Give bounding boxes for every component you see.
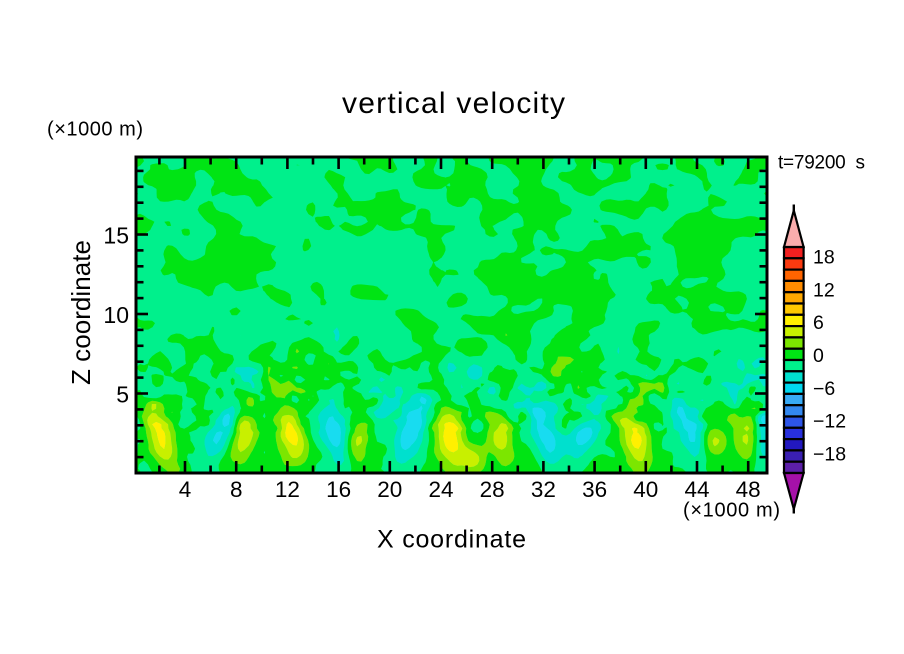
svg-text:X coordinate: X coordinate xyxy=(377,526,526,554)
svg-text:10: 10 xyxy=(103,302,129,328)
svg-text:44: 44 xyxy=(684,477,709,502)
svg-text:−6: −6 xyxy=(813,378,835,400)
svg-text:(×1000 m): (×1000 m) xyxy=(683,500,780,522)
svg-text:−18: −18 xyxy=(813,444,846,466)
svg-text:18: 18 xyxy=(813,247,835,269)
svg-text:8: 8 xyxy=(230,477,243,502)
svg-text:4: 4 xyxy=(179,477,192,502)
svg-text:6: 6 xyxy=(813,312,824,334)
svg-text:48: 48 xyxy=(736,477,761,502)
svg-text:0: 0 xyxy=(813,345,824,367)
svg-text:20: 20 xyxy=(377,477,402,502)
svg-text:36: 36 xyxy=(582,477,607,502)
svg-text:40: 40 xyxy=(633,477,658,502)
svg-text:24: 24 xyxy=(428,477,453,502)
svg-text:(×1000 m): (×1000 m) xyxy=(47,119,143,141)
svg-text:12: 12 xyxy=(813,279,835,301)
svg-text:32: 32 xyxy=(531,477,556,502)
svg-text:16: 16 xyxy=(326,477,351,502)
svg-text:5: 5 xyxy=(116,382,129,408)
svg-text:vertical velocity: vertical velocity xyxy=(342,87,565,120)
svg-text:Z coordinate: Z coordinate xyxy=(66,240,96,385)
svg-text:28: 28 xyxy=(480,477,505,502)
svg-text:12: 12 xyxy=(275,477,300,502)
svg-text:−12: −12 xyxy=(813,411,846,433)
svg-text:t=79200 s: t=79200 s xyxy=(778,153,865,174)
svg-text:15: 15 xyxy=(103,223,129,249)
